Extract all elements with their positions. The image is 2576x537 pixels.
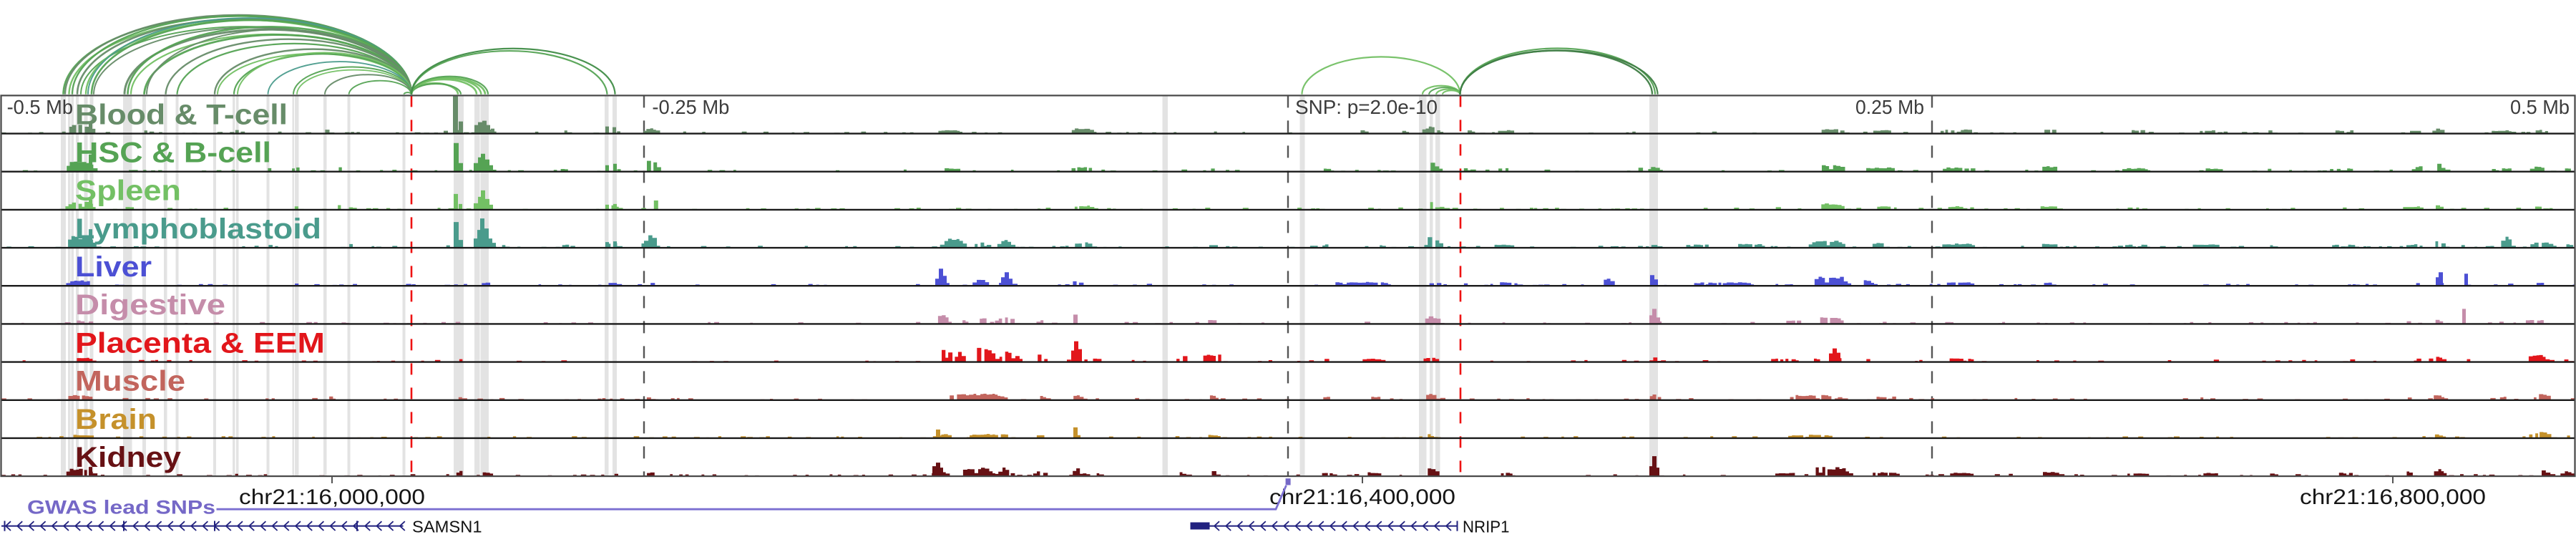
- svg-text:HSC & B-cell: HSC & B-cell: [75, 137, 271, 169]
- svg-text:SNP: p=2.0e-10: SNP: p=2.0e-10: [1295, 96, 1438, 118]
- svg-text:Brain: Brain: [75, 404, 157, 435]
- svg-text:0.25 Mb: 0.25 Mb: [1855, 96, 1924, 118]
- svg-text:-0.5 Mb: -0.5 Mb: [7, 96, 73, 118]
- svg-text:chr21:16,400,000: chr21:16,400,000: [1269, 485, 1455, 509]
- svg-text:Muscle: Muscle: [75, 366, 185, 397]
- svg-text:Lymphoblastoid: Lymphoblastoid: [75, 213, 321, 245]
- svg-text:Digestive: Digestive: [75, 289, 225, 321]
- svg-text:Liver: Liver: [75, 251, 152, 283]
- svg-text:Placenta & EEM: Placenta & EEM: [75, 327, 325, 359]
- svg-text:chr21:16,000,000: chr21:16,000,000: [239, 485, 425, 509]
- svg-text:Spleen: Spleen: [75, 175, 181, 207]
- svg-text:NRIP1: NRIP1: [1463, 518, 1510, 536]
- svg-text:Blood & T-cell: Blood & T-cell: [75, 99, 288, 130]
- svg-text:SAMSN1: SAMSN1: [412, 518, 482, 536]
- svg-text:GWAS lead SNPs: GWAS lead SNPs: [27, 496, 215, 518]
- svg-text:0.5 Mb: 0.5 Mb: [2510, 96, 2570, 118]
- svg-text:-0.25 Mb: -0.25 Mb: [652, 96, 729, 118]
- svg-text:Kidney: Kidney: [75, 442, 182, 473]
- svg-text:chr21:16,800,000: chr21:16,800,000: [2300, 485, 2486, 509]
